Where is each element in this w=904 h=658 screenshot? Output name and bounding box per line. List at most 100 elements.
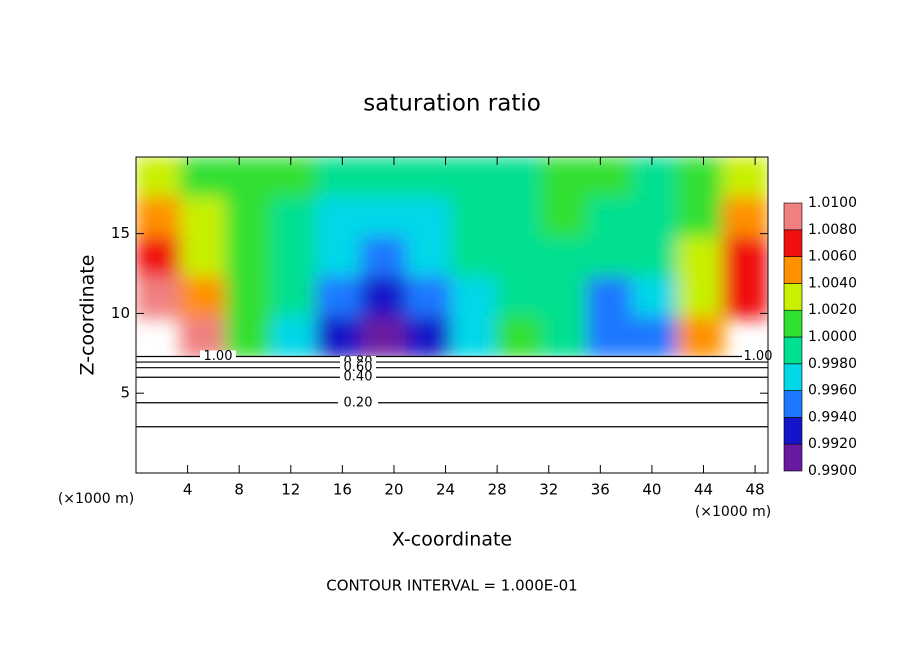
field-cell: [315, 157, 363, 199]
field-cell: [360, 196, 408, 239]
field-cell: [586, 157, 634, 199]
label-bg: [340, 371, 376, 384]
field-cell: [136, 276, 183, 319]
field-cell: [676, 157, 724, 199]
colorbar-swatch: [783, 417, 803, 445]
field-cell: [451, 196, 499, 239]
field-cell: [405, 276, 453, 319]
field-cell: [136, 157, 183, 199]
footer-note: CONTOUR INTERVAL = 1.000E-01: [326, 577, 577, 595]
x-tick-label: 48: [746, 481, 765, 499]
colorbar-label: 1.0040: [808, 275, 857, 291]
x-tick-label: 8: [234, 481, 244, 499]
field-cell: [586, 196, 634, 239]
field-cell: [541, 276, 589, 319]
field-cell: [586, 276, 634, 319]
field-cell: [405, 236, 453, 279]
field-cell: [315, 276, 363, 319]
field-cell: [360, 276, 408, 319]
field-cell: [721, 157, 768, 199]
x-tick-label: 4: [183, 481, 193, 499]
x-tick-label: 28: [488, 481, 507, 499]
colorbar-label: 1.0100: [808, 195, 857, 211]
field-cell: [451, 157, 499, 199]
field-cell: [225, 196, 273, 239]
overlay: 1.001.000.800.600.400.20: [136, 349, 776, 428]
field-cell: [136, 236, 183, 279]
colorbar-label: 1.0080: [808, 222, 857, 238]
label-bg: [340, 361, 376, 374]
x-tick-label: 44: [694, 481, 713, 499]
field-cell: [225, 276, 273, 319]
field: [136, 157, 768, 473]
field-cell: [315, 316, 363, 359]
field-cell: [676, 316, 724, 359]
field-cell: [631, 196, 679, 239]
x-tick-label: 32: [539, 481, 558, 499]
field-cell: [496, 316, 544, 359]
field-cell: [631, 276, 679, 319]
field-cell: [360, 316, 408, 359]
field-cell: [180, 196, 228, 239]
field-cell: [270, 196, 318, 239]
field-cell: [136, 196, 183, 239]
label-bg: [200, 350, 236, 363]
y-axis-label: Z-coordinate: [77, 255, 99, 376]
x-tick-label: 16: [333, 481, 352, 499]
field-cell: [270, 276, 318, 319]
colorbar-swatch: [783, 256, 803, 284]
label-bg: [338, 395, 378, 410]
field-cell: [676, 276, 724, 319]
field-cell: [405, 316, 453, 359]
field-cell: [541, 236, 589, 279]
field-cell: [405, 196, 453, 239]
x-unit: (×1000 m): [58, 491, 134, 507]
x-tick-label: 24: [436, 481, 455, 499]
field-cell: [541, 316, 589, 359]
field-cell: [631, 236, 679, 279]
field-cell: [270, 316, 318, 359]
x-axis-label: X-coordinate: [392, 529, 512, 551]
field-cell: [180, 276, 228, 319]
chart-title: saturation ratio: [363, 91, 541, 117]
field-cell: [496, 157, 544, 199]
field-cell: [180, 236, 228, 279]
colorbar-swatch: [783, 443, 803, 472]
colorbar-swatch: [783, 390, 803, 418]
colorbar-swatch: [783, 336, 803, 365]
plot-frame: [135, 156, 769, 474]
field-cell: [225, 157, 273, 199]
colorbar-label: 0.9960: [808, 383, 857, 399]
contour-label: 1.00: [744, 349, 773, 364]
field-cell: [721, 276, 768, 319]
field-cell: [496, 196, 544, 239]
colorbar-label: 0.9920: [808, 436, 857, 452]
x-tick-label: 40: [642, 481, 661, 499]
field-cell: [451, 316, 499, 359]
field-cell: [360, 236, 408, 279]
ground: [136, 356, 768, 473]
colorbar-swatch: [783, 202, 803, 231]
colorbar-label: 1.0060: [808, 249, 857, 265]
colorbar-label: 1.0000: [808, 329, 857, 345]
x-tick-label: 20: [384, 481, 403, 499]
field-cell: [451, 276, 499, 319]
colorbar-label: 0.9940: [808, 409, 857, 425]
colorbar-label: 1.0020: [808, 302, 857, 318]
field-cell: [225, 236, 273, 279]
colorbar-swatch: [783, 229, 803, 257]
y-tick-label: 15: [111, 224, 130, 242]
colorbar-swatch: [783, 283, 803, 311]
x-tick-label: 12: [281, 481, 300, 499]
x-unit: (×1000 m): [695, 504, 771, 520]
field-cell: [586, 316, 634, 359]
y-tick-label: 5: [120, 384, 130, 402]
field-cell: [270, 157, 318, 199]
x-tick-label: 36: [591, 481, 610, 499]
contour-label: 0.20: [344, 395, 373, 410]
colorbar-label: 0.9900: [808, 463, 857, 479]
field-cell: [676, 236, 724, 279]
contour-label: 1.00: [204, 349, 233, 364]
field-cell: [315, 236, 363, 279]
